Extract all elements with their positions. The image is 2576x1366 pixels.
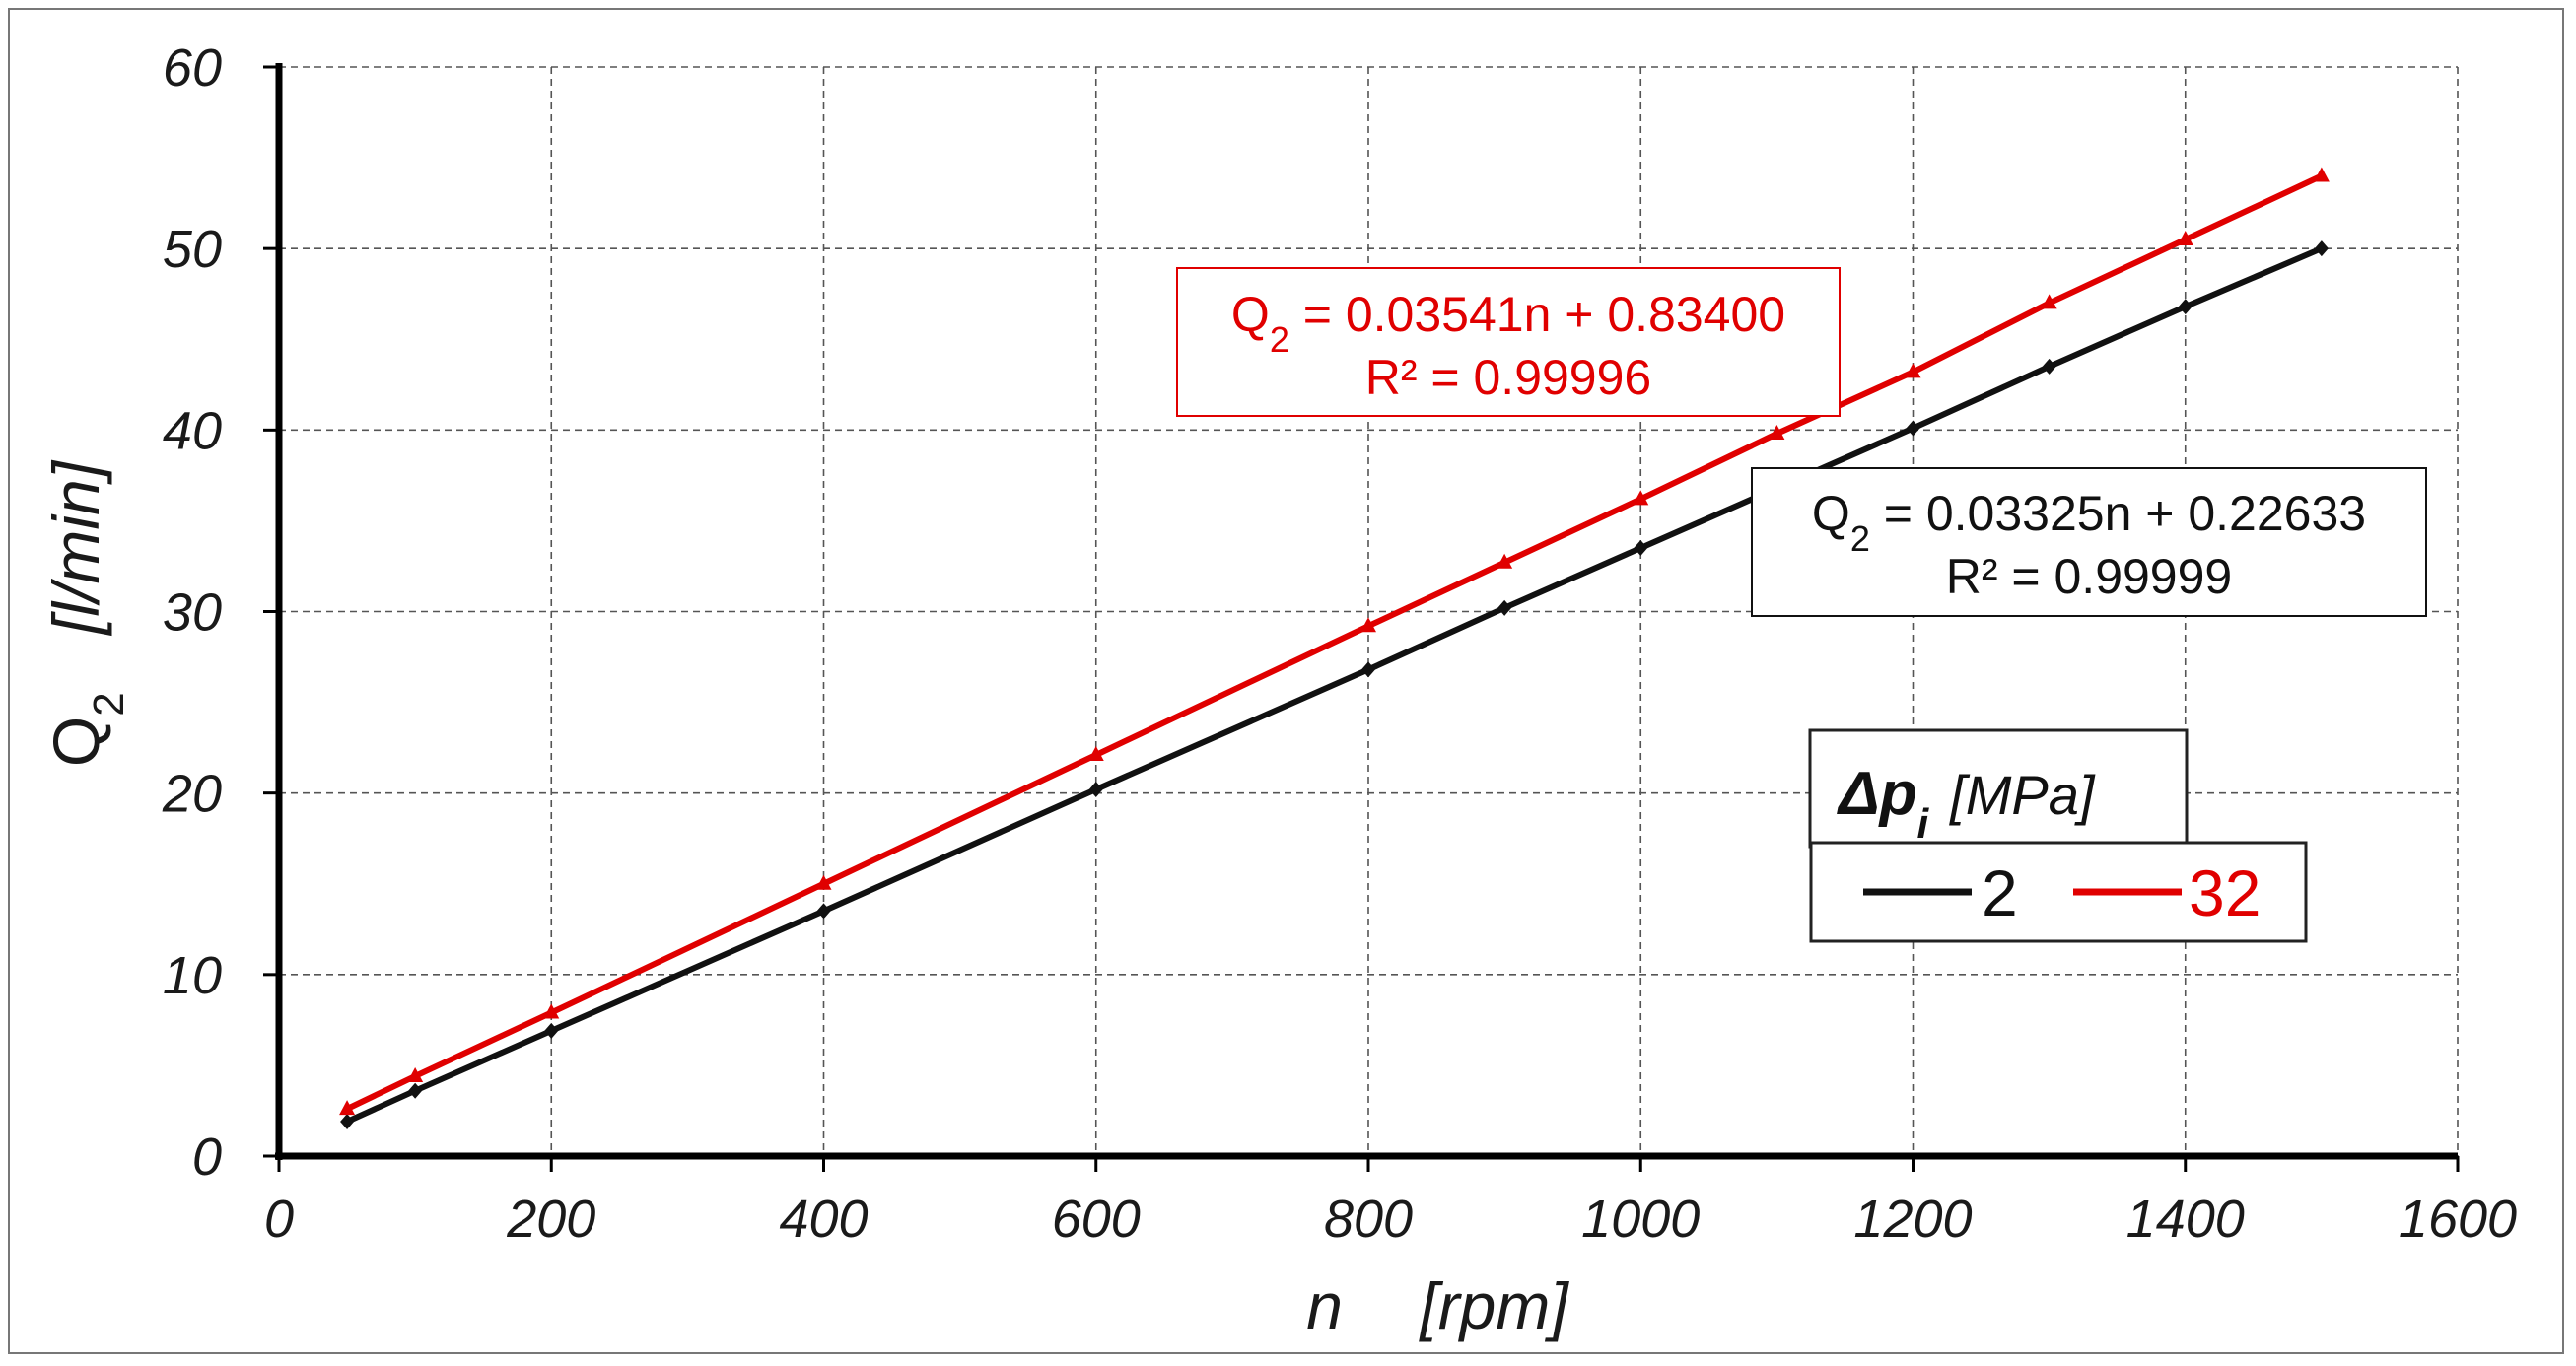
data-point-32 xyxy=(1360,617,1376,633)
y-tick-label: 60 xyxy=(163,38,222,98)
chart-frame xyxy=(8,8,2564,1354)
series-layer xyxy=(339,167,2330,1130)
data-point-2 xyxy=(1497,599,1512,616)
data-point-2 xyxy=(1634,540,1648,557)
data-point-2 xyxy=(2314,240,2329,257)
trendline-r2-32: R² = 0.99996 xyxy=(1365,350,1651,405)
y-tick-label: 50 xyxy=(163,220,222,279)
x-tick-label: 200 xyxy=(506,1190,595,1249)
y-axis-title: Q2 [l/min] xyxy=(39,459,133,767)
data-point-32 xyxy=(407,1066,424,1082)
trendline-label-box-32 xyxy=(1176,267,1841,417)
y-tick-label: 40 xyxy=(163,401,222,460)
y-tick-labels: 0 10 20 30 40 50 60 xyxy=(162,38,222,1187)
series-line-2 xyxy=(345,245,2324,1125)
trendline-equation-32: Q2 = 0.03541n + 0.83400 xyxy=(1231,287,1785,360)
x-tick-label: 800 xyxy=(1324,1190,1413,1249)
data-point-2 xyxy=(1088,781,1103,797)
data-point-32 xyxy=(1633,490,1649,506)
data-point-32 xyxy=(1905,363,1921,378)
x-axis-symbol: n xyxy=(1306,1269,1343,1342)
trendline-label-2: Q2 = 0.03325n + 0.22633 R² = 0.99999 xyxy=(1751,467,2427,617)
data-point-2 xyxy=(1361,661,1375,678)
x-tick-label: 1200 xyxy=(1853,1190,1972,1249)
data-point-32 xyxy=(815,874,832,890)
legend: Δpi [MPa] 2 32 xyxy=(1808,728,2308,943)
y-tick-label: 20 xyxy=(162,765,222,824)
data-point-2 xyxy=(816,903,831,920)
data-point-32 xyxy=(2041,294,2057,309)
data-point-32 xyxy=(2313,167,2330,182)
x-axis-title: n [rpm] xyxy=(1306,1269,1569,1342)
x-tick-label: 1000 xyxy=(1581,1190,1700,1249)
x-tick-label: 0 xyxy=(264,1190,294,1249)
data-point-32 xyxy=(1769,425,1785,441)
y-axis-symbol: Q xyxy=(39,717,112,767)
legend-title: Δpi [MPa] xyxy=(1837,760,2096,847)
x-axis-unit: [rpm] xyxy=(1418,1269,1569,1342)
x-tick-label: 1600 xyxy=(2399,1190,2517,1249)
data-point-32 xyxy=(2177,230,2193,245)
data-point-2 xyxy=(2042,358,2056,375)
y-tick-label: 30 xyxy=(163,583,222,643)
y-tick-label: 0 xyxy=(192,1127,222,1187)
data-point-2 xyxy=(2178,299,2193,315)
grid-lines xyxy=(279,66,2459,1156)
x-tick-label: 400 xyxy=(779,1190,868,1249)
y-axis-subscript: 2 xyxy=(85,692,133,716)
data-point-2 xyxy=(340,1114,355,1130)
trendline-r2-2: R² = 0.99999 xyxy=(1946,549,2232,604)
y-tick-label: 10 xyxy=(163,946,222,1005)
legend-label-2: 2 xyxy=(1982,856,2018,929)
x-tick-label: 600 xyxy=(1052,1190,1141,1249)
axes xyxy=(263,63,2460,1172)
trendline-equation-2: Q2 = 0.03325n + 0.22633 xyxy=(1812,486,2366,559)
legend-label-32: 32 xyxy=(2189,856,2261,929)
data-point-32 xyxy=(1497,553,1513,569)
y-axis-unit: [l/min] xyxy=(39,459,112,637)
x-tick-labels: 0 200 400 600 800 1000 1200 1400 1600 xyxy=(264,1190,2517,1249)
data-point-2 xyxy=(1906,420,1920,437)
data-point-32 xyxy=(1087,745,1104,761)
x-tick-label: 1400 xyxy=(2126,1190,2245,1249)
data-point-2 xyxy=(544,1022,559,1039)
trendline-label-box-2 xyxy=(1751,467,2427,617)
data-point-2 xyxy=(408,1082,423,1099)
trendline-label-32: Q2 = 0.03541n + 0.83400 R² = 0.99996 xyxy=(1176,267,1841,417)
data-point-32 xyxy=(339,1100,356,1116)
data-point-32 xyxy=(543,1003,560,1019)
